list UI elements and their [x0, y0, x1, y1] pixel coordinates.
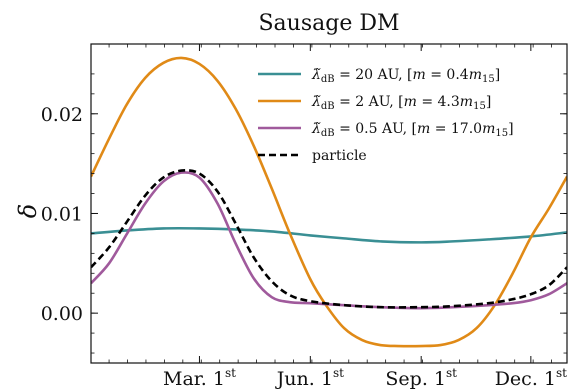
legend-label: λ̃dB = 20 AU, [m = 0.4m15] — [311, 67, 500, 85]
x-tick-label: Jun. 1st — [275, 366, 344, 390]
legend: λ̃dB = 20 AU, [m = 0.4m15] λ̃dB = 2 AU, [… — [258, 67, 514, 164]
y-axis-label: δ — [14, 204, 42, 218]
series-group — [91, 56, 567, 348]
x-axis: Mar. 1st Jun. 1st Sep. 1st Dec. 1st — [108, 44, 567, 390]
y-axis: 0.00 0.01 0.02 — [41, 73, 567, 354]
series-lambda-0p5au-line — [91, 171, 567, 310]
series-particle-line — [91, 168, 567, 309]
legend-label: λ̃dB = 2 AU, [m = 4.3m15] — [311, 94, 491, 112]
x-tick-label: Dec. 1st — [495, 366, 567, 390]
chart-title: Sausage DM — [258, 11, 399, 36]
series-lambda-20au-line — [91, 226, 567, 244]
y-tick-label: 0.00 — [41, 303, 83, 325]
x-tick-label: Mar. 1st — [163, 366, 236, 390]
plot-area: Mar. 1st Jun. 1st Sep. 1st Dec. 1st 0.000.0… — [41, 43, 568, 390]
legend-label: particle — [312, 148, 367, 164]
y-tick-label: 0.01 — [41, 203, 83, 225]
legend-label: λ̃dB = 0.5 AU, [m = 17.0m15] — [311, 121, 514, 139]
y-tick-label: 0.02 — [41, 104, 83, 126]
plot-frame — [90, 43, 568, 364]
x-tick-label: Sep. 1st — [385, 366, 457, 390]
